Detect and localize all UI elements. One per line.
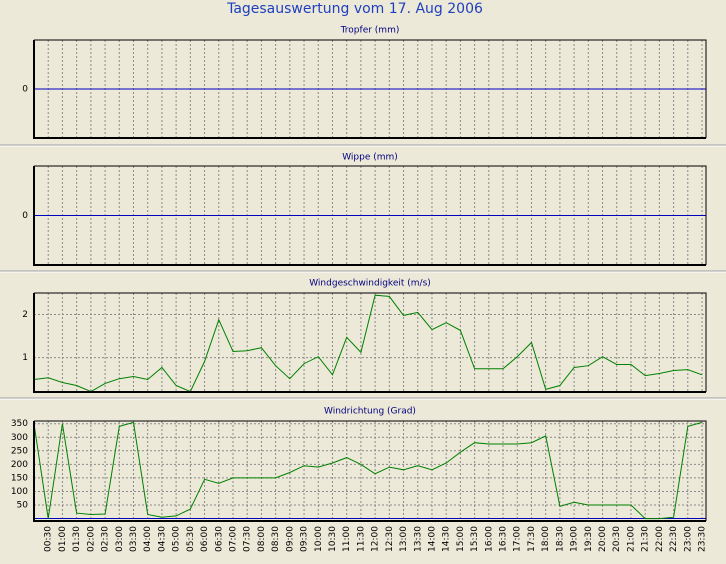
plot-frame-axes <box>33 40 706 139</box>
x-tick-label: 18:30 <box>555 526 565 552</box>
x-tick-label: 04:30 <box>157 526 167 552</box>
x-tick-label: 09:00 <box>285 526 295 552</box>
x-tick-label: 05:30 <box>186 526 196 552</box>
panel-title: Wippe (mm) <box>342 153 398 163</box>
plot-frame-axes <box>33 166 706 266</box>
x-tick-label: 02:00 <box>86 526 96 552</box>
x-tick-label: 01:30 <box>72 526 82 552</box>
x-tick-label: 19:00 <box>570 526 580 552</box>
y-tick-label: 350 <box>11 419 28 429</box>
x-tick-label: 13:30 <box>413 526 423 552</box>
y-tick-label: 2 <box>22 310 28 320</box>
x-tick-label: 02:30 <box>101 526 111 552</box>
panel-title: Tropfer (mm) <box>340 26 400 36</box>
plot-frame-axes <box>33 293 706 393</box>
x-tick-label: 06:00 <box>200 526 210 552</box>
x-tick-label: 18:00 <box>541 526 551 552</box>
data-line <box>33 421 703 520</box>
x-tick-label: 15:30 <box>470 526 480 552</box>
x-tick-label: 20:30 <box>612 526 622 552</box>
y-tick-label: 1 <box>22 353 28 363</box>
y-tick-label: 0 <box>22 85 28 95</box>
x-tick-label: 14:30 <box>442 526 452 552</box>
x-tick-label: 03:00 <box>115 526 125 552</box>
x-tick-label: 20:00 <box>598 526 608 552</box>
x-tick-label: 11:30 <box>356 526 366 552</box>
plot-area <box>34 293 706 392</box>
x-tick-label: 15:00 <box>456 526 466 552</box>
x-tick-label: 21:30 <box>641 526 651 552</box>
x-tick-label: 12:30 <box>385 526 395 552</box>
x-tick-label: 19:30 <box>584 526 594 552</box>
separators <box>0 144 726 400</box>
plot-frame <box>34 292 707 392</box>
x-tick-label: 22:00 <box>655 526 665 552</box>
x-tick-label: 21:00 <box>626 526 636 552</box>
x-tick-label: 03:30 <box>129 526 139 552</box>
x-tick-label: 00:30 <box>44 526 54 552</box>
x-tick-label: 09:30 <box>300 526 310 552</box>
x-tick-label: 11:00 <box>342 526 352 552</box>
x-tick-label: 13:00 <box>399 526 409 552</box>
y-tick-label: 250 <box>11 446 28 456</box>
x-tick-label: 06:30 <box>214 526 224 552</box>
y-tick-label: 100 <box>11 487 28 497</box>
x-tick-label: 16:00 <box>484 526 494 552</box>
x-tick-label: 22:30 <box>669 526 679 552</box>
x-tick-label: 07:30 <box>243 526 253 552</box>
data-line <box>33 294 703 393</box>
y-tick-label: 0 <box>22 211 28 221</box>
x-tick-label: 05:00 <box>172 526 182 552</box>
plot-frame <box>34 165 707 265</box>
y-tick-label: 300 <box>11 433 28 443</box>
x-tick-label: 07:00 <box>228 526 238 552</box>
y-tick-label: 200 <box>11 460 28 470</box>
x-tick-label: 01:00 <box>58 526 68 552</box>
x-tick-label: 10:30 <box>328 526 338 552</box>
x-tick-label: 12:00 <box>371 526 381 552</box>
plot-frame-axes <box>33 421 706 522</box>
x-tick-label: 16:30 <box>499 526 509 552</box>
page-title: Tagesauswertung vom 17. Aug 2006 <box>226 1 483 17</box>
x-tick-label: 08:30 <box>271 526 281 552</box>
x-tick-label: 17:00 <box>513 526 523 552</box>
y-tick-label: 150 <box>11 473 28 483</box>
x-tick-label: 17:30 <box>527 526 537 552</box>
x-tick-label: 14:00 <box>427 526 437 552</box>
x-tick-label: 23:30 <box>698 526 708 552</box>
plot-frame <box>34 39 707 138</box>
x-tick-label: 10:00 <box>314 526 324 552</box>
x-tick-label: 08:00 <box>257 526 267 552</box>
panel-title: Windrichtung (Grad) <box>324 407 416 417</box>
x-tick-label: 04:00 <box>143 526 153 552</box>
y-tick-label: 50 <box>17 501 29 511</box>
panel-title: Windgeschwindigkeit (m/s) <box>309 279 431 289</box>
x-tick-label: 23:00 <box>683 526 693 552</box>
plot-frame <box>34 420 707 521</box>
